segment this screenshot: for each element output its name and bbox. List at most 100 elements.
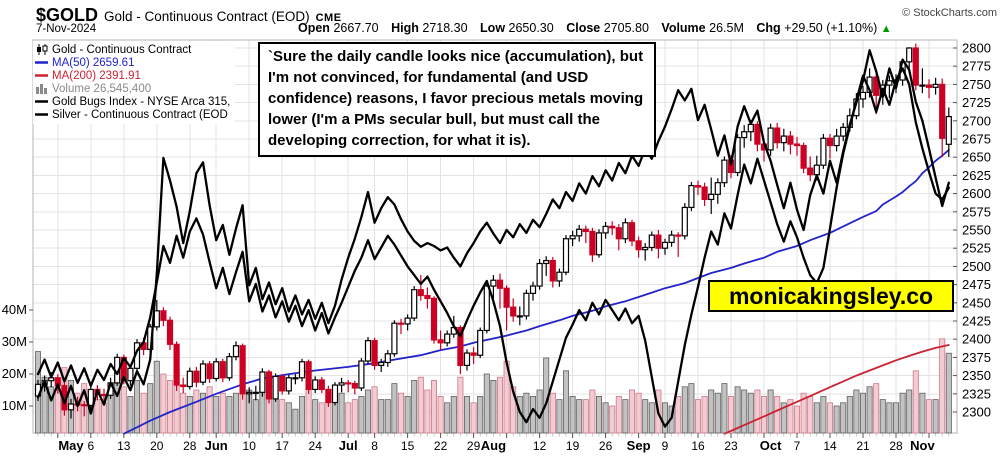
svg-text:17: 17 bbox=[276, 439, 290, 453]
legend-item-label: MA(50) 2659.61 bbox=[52, 56, 135, 69]
chart-legend: Gold - Continuous Contract MA(50) 2659.61… bbox=[33, 41, 236, 124]
svg-text:28: 28 bbox=[889, 439, 903, 453]
legend-item-0: Gold - Continuous Contract bbox=[35, 43, 230, 56]
svg-text:Jun: Jun bbox=[205, 438, 228, 453]
svg-text:15: 15 bbox=[401, 439, 415, 453]
legend-item-label: Volume 26,545,400 bbox=[52, 82, 152, 95]
volume-axis-left: 40M 30M 20M 10M bbox=[2, 302, 33, 413]
low-label: Low bbox=[480, 21, 506, 35]
svg-text:13: 13 bbox=[117, 439, 131, 453]
svg-text:2775: 2775 bbox=[962, 59, 991, 74]
svg-text:2650: 2650 bbox=[962, 150, 991, 165]
legend-item-3: Volume 26,545,400 bbox=[35, 82, 230, 95]
svg-text:2375: 2375 bbox=[962, 350, 991, 365]
svg-text:9: 9 bbox=[662, 439, 669, 453]
instrument-name: Gold - Continuous Contract (EOD) bbox=[104, 9, 310, 24]
price-axis-right: 2300 2325 2350 2375 2400 2425 2450 2475 2500 2525… bbox=[953, 41, 991, 420]
svg-text:2575: 2575 bbox=[962, 204, 991, 219]
exchange: CME bbox=[315, 12, 342, 24]
svg-text:2325: 2325 bbox=[962, 386, 991, 401]
svg-text:2400: 2400 bbox=[962, 332, 991, 347]
chart-header: $GOLD Gold - Continuous Contract (EOD) CME bbox=[36, 5, 342, 26]
gold-bugs-line bbox=[36, 49, 950, 415]
svg-text:14: 14 bbox=[823, 439, 837, 453]
silver-line bbox=[36, 67, 950, 428]
svg-text:20: 20 bbox=[150, 439, 164, 453]
svg-text:30M: 30M bbox=[2, 334, 27, 349]
volume-bars bbox=[35, 338, 952, 434]
svg-text:2550: 2550 bbox=[962, 223, 991, 238]
legend-item-label: Gold - Continuous Contract bbox=[52, 43, 192, 56]
svg-text:8: 8 bbox=[371, 439, 378, 453]
svg-text:21: 21 bbox=[856, 439, 870, 453]
legend-item-label: Silver - Continuous Contract (EOD bbox=[52, 108, 228, 121]
svg-text:2425: 2425 bbox=[962, 314, 991, 329]
high-label: High bbox=[391, 21, 419, 35]
svg-text:2750: 2750 bbox=[962, 77, 991, 92]
ma200-line bbox=[723, 344, 950, 435]
symbol: $GOLD bbox=[36, 5, 99, 25]
open-value: 2667.70 bbox=[333, 21, 379, 35]
watermark: monicakingsley.co bbox=[708, 280, 954, 312]
change-value: +29.50 (+1.10%) bbox=[784, 21, 878, 35]
high-value: 2718.30 bbox=[422, 21, 468, 35]
svg-text:2475: 2475 bbox=[962, 277, 991, 292]
black-line-icon bbox=[35, 96, 52, 107]
svg-text:7: 7 bbox=[794, 439, 801, 453]
svg-text:2450: 2450 bbox=[962, 295, 991, 310]
svg-text:2500: 2500 bbox=[962, 259, 991, 274]
legend-item-5: Silver - Continuous Contract (EOD bbox=[35, 108, 230, 121]
candlesticks bbox=[34, 43, 952, 419]
volume-value: 26.5M bbox=[709, 21, 744, 35]
legend-item-2: MA(200) 2391.91 bbox=[35, 69, 230, 82]
svg-text:Sep: Sep bbox=[627, 438, 651, 453]
change-up-arrow-icon: ▲ bbox=[880, 23, 892, 35]
svg-text:2800: 2800 bbox=[962, 41, 991, 56]
ma50-line bbox=[122, 148, 950, 435]
svg-text:24: 24 bbox=[309, 439, 323, 453]
volume-label: Volume bbox=[661, 21, 706, 35]
svg-text:2675: 2675 bbox=[962, 132, 991, 147]
svg-text:16: 16 bbox=[691, 439, 705, 453]
svg-text:26: 26 bbox=[599, 439, 613, 453]
legend-item-1: MA(50) 2659.61 bbox=[35, 56, 230, 69]
chart-date: 7-Nov-2024 bbox=[36, 23, 97, 35]
ma200-line-icon bbox=[35, 70, 52, 81]
svg-text:28: 28 bbox=[183, 439, 197, 453]
svg-text:2300: 2300 bbox=[962, 405, 991, 420]
svg-text:12: 12 bbox=[533, 439, 547, 453]
candlestick-icon bbox=[35, 44, 52, 55]
volume-bars-icon bbox=[35, 83, 52, 94]
svg-text:6: 6 bbox=[87, 439, 94, 453]
open-label: Open bbox=[298, 21, 330, 35]
svg-text:Nov: Nov bbox=[910, 438, 935, 453]
svg-text:Aug: Aug bbox=[481, 438, 506, 453]
ma50-line-icon bbox=[35, 57, 52, 68]
legend-item-label: Gold Bugs Index - NYSE Arca 315, bbox=[52, 95, 231, 108]
svg-text:May: May bbox=[58, 438, 84, 453]
quote-row: Open 2667.70 High 2718.30 Low 2650.30 Cl… bbox=[298, 21, 892, 35]
legend-item-label: MA(200) 2391.91 bbox=[52, 69, 141, 82]
svg-text:2525: 2525 bbox=[962, 241, 991, 256]
change-label: Chg bbox=[756, 21, 781, 35]
date-axis: May 6 13 20 28 Jun 10 17 24 Jul 8 15 22 29 Aug 12 19 26 Se… bbox=[37, 433, 950, 453]
svg-text:Jul: Jul bbox=[339, 438, 358, 453]
svg-text:10M: 10M bbox=[2, 398, 27, 413]
close-value: 2705.80 bbox=[603, 21, 649, 35]
svg-text:29: 29 bbox=[467, 439, 481, 453]
svg-text:2725: 2725 bbox=[962, 95, 991, 110]
close-label: Close bbox=[566, 21, 601, 35]
svg-text:40M: 40M bbox=[2, 302, 27, 317]
svg-text:19: 19 bbox=[566, 439, 580, 453]
svg-text:23: 23 bbox=[724, 439, 738, 453]
stockcharts-copyright: © StockCharts.com bbox=[902, 7, 997, 19]
black-line-icon bbox=[35, 109, 52, 120]
svg-text:2350: 2350 bbox=[962, 368, 991, 383]
annotation-box: `Sure the daily candle looks nice (accum… bbox=[258, 42, 656, 157]
low-value: 2650.30 bbox=[508, 21, 554, 35]
svg-text:10: 10 bbox=[243, 439, 257, 453]
svg-text:2700: 2700 bbox=[962, 113, 991, 128]
svg-text:20M: 20M bbox=[2, 366, 27, 381]
